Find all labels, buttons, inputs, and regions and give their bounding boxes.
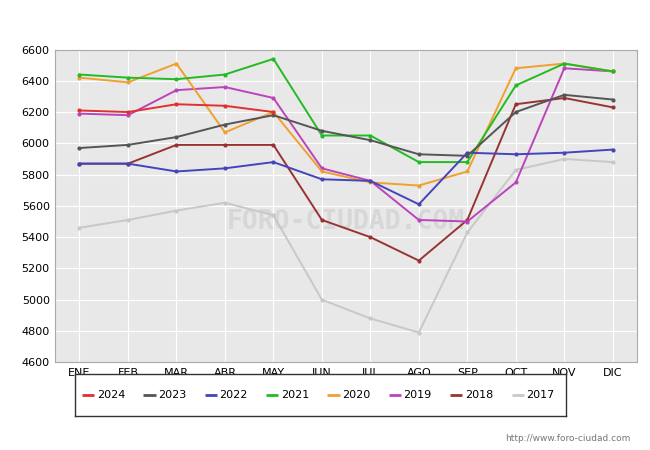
Text: 2022: 2022 [220,390,248,400]
Text: 2024: 2024 [97,390,125,400]
Text: 2023: 2023 [158,390,187,400]
Text: 2020: 2020 [342,390,370,400]
Text: 2017: 2017 [526,390,554,400]
Text: Afiliados en Paiporta a 31/5/2024: Afiliados en Paiporta a 31/5/2024 [166,16,484,31]
Text: 2021: 2021 [281,390,309,400]
Text: FORO-CIUDAD.COM: FORO-CIUDAD.COM [227,208,465,234]
Text: 2018: 2018 [465,390,493,400]
Text: http://www.foro-ciudad.com: http://www.foro-ciudad.com [505,434,630,443]
Text: 2019: 2019 [404,390,432,400]
